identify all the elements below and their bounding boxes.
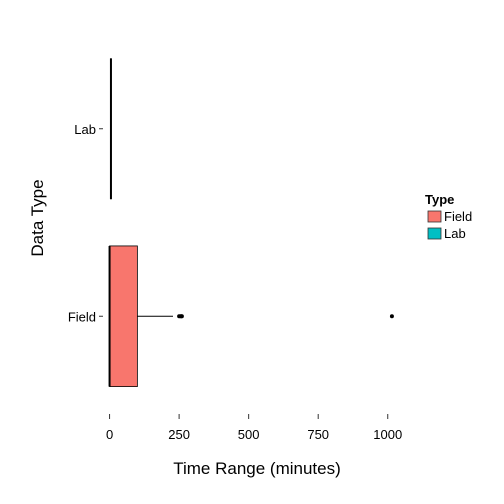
x-tick-label-250: 250 (168, 427, 190, 442)
x-tick-label-500: 500 (238, 427, 260, 442)
axes: 0 250 500 750 1000 Field Lab (68, 122, 402, 442)
x-tick-label-0: 0 (106, 427, 113, 442)
legend-entry-lab: Lab (427, 226, 466, 241)
legend-label-lab: Lab (444, 226, 466, 241)
outlier-point-field-3 (179, 314, 184, 319)
x-tick-label-1000: 1000 (373, 427, 402, 442)
legend-title: Type (425, 192, 454, 207)
plot-marks (108, 58, 394, 387)
x-axis-title: Time Range (minutes) (173, 459, 341, 478)
legend-entry-field: Field (427, 209, 472, 224)
legend-label-field: Field (444, 209, 472, 224)
box-field (109, 245, 138, 387)
box-group-field (108, 245, 394, 387)
x-tick-label-750: 750 (307, 427, 329, 442)
legend-key-field (427, 210, 442, 223)
legend: Type Field Lab (425, 192, 472, 241)
y-tick-label-field: Field (68, 309, 96, 324)
y-axis-title: Data Type (28, 179, 47, 256)
legend-key-lab (427, 227, 442, 240)
y-tick-label-lab: Lab (74, 122, 96, 137)
outlier-point-field-4 (389, 314, 394, 319)
